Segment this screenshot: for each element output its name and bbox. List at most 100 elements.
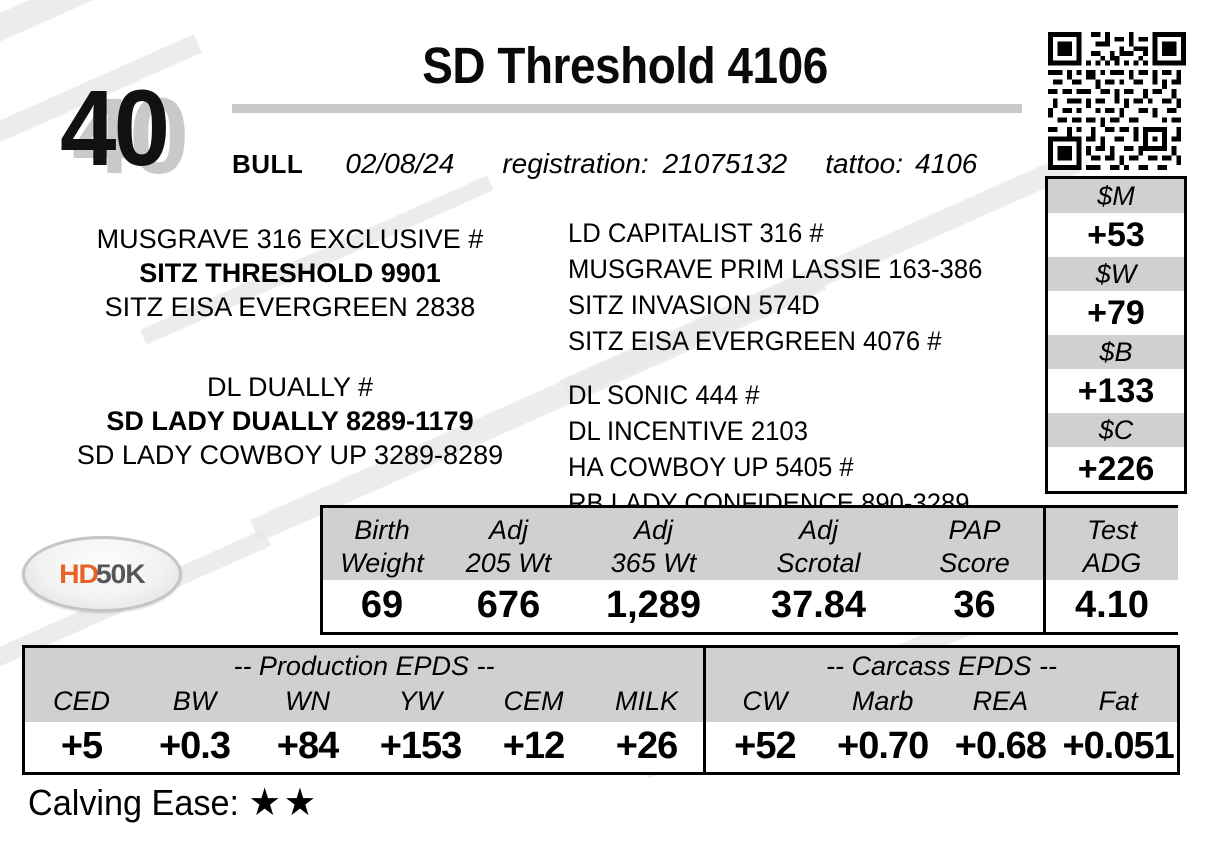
measurement-value: 36 <box>906 580 1043 632</box>
hd50k-logo: HD 50K <box>22 536 182 612</box>
measurement-value: 4.10 <box>1046 580 1178 632</box>
measurement-header: Test ADG <box>1046 508 1178 580</box>
dam-block: DL DUALLY # SD LADY DUALLY 8289-1179 SD … <box>40 370 540 472</box>
dam-great-ancestor: DL SONIC 444 # <box>568 380 760 410</box>
lot-number-shadow: 40 <box>72 75 189 196</box>
birth-date: 02/08/24 <box>345 148 455 179</box>
measurement-column-birth-weight: Birth Weight 69 <box>323 508 441 632</box>
calving-ease-label: Calving Ease: <box>28 781 240 823</box>
epd-value-fat: +0.051 <box>1062 725 1174 767</box>
production-epd-table: -- Production EPDS -- CED BW WN YW CEM M… <box>25 648 706 772</box>
epd-header-yw: YW <box>398 686 443 716</box>
measurement-header-line2: Weight <box>340 548 424 578</box>
epd-value-rea: +0.68 <box>954 725 1047 767</box>
measurement-header: Adj Scrotal <box>731 508 906 580</box>
sire-block: MUSGRAVE 316 EXCLUSIVE # SITZ THRESHOLD … <box>40 222 540 324</box>
tattoo-label: tattoo: <box>825 148 904 179</box>
epd-header-fat: Fat <box>1098 686 1138 716</box>
pedigree-ancestors-column: LD CAPITALIST 316 # MUSGRAVE PRIM LASSIE… <box>568 215 1038 521</box>
epd-header-rea: REA <box>972 686 1029 716</box>
measurement-value: 69 <box>323 580 441 632</box>
dollar-index-value: +79 <box>1048 291 1184 335</box>
dam-great-ancestor: HA COWBOY UP 5405 # <box>568 452 854 482</box>
dollar-index-value: +133 <box>1048 369 1184 413</box>
epd-header-ced: CED <box>52 686 110 716</box>
epd-header-milk: MILK <box>614 686 679 716</box>
measurement-value: 37.84 <box>731 580 906 632</box>
sire-great-ancestor: MUSGRAVE PRIM LASSIE 163-386 <box>568 254 983 284</box>
epd-value-cem: +12 <box>502 725 565 767</box>
production-epd-header-row: CED BW WN YW CEM MILK <box>25 684 703 722</box>
dollar-index-label: $B <box>1048 335 1184 369</box>
calving-ease-row: Calving Ease: ★★ <box>28 780 319 825</box>
epd-header-wn: WN <box>285 686 330 716</box>
epd-value-marb: +0.70 <box>837 725 929 767</box>
epd-header-cw: CW <box>742 686 788 716</box>
measurement-value: 676 <box>441 580 576 632</box>
measurements-table: Birth Weight 69 Adj 205 Wt 676 Adj 365 W… <box>320 505 1178 635</box>
carcass-epd-value-row: +52 +0.70 +0.68 +0.051 <box>706 722 1177 772</box>
measurement-header-line1: Adj <box>798 515 839 545</box>
measurement-header: PAP Score <box>906 508 1043 580</box>
epd-tables: -- Production EPDS -- CED BW WN YW CEM M… <box>22 645 1180 775</box>
dollar-index-label: $C <box>1048 413 1184 447</box>
dollar-index-value: +53 <box>1048 213 1184 257</box>
epd-value-wn: +84 <box>276 725 339 767</box>
animal-details-row: BULL 02/08/24 registration: 21075132 tat… <box>232 148 1032 186</box>
calving-ease-stars-icon: ★★ <box>248 782 319 824</box>
epd-value-bw: +0.3 <box>158 725 231 767</box>
sire-great-ancestor: SITZ EISA EVERGREEN 4076 # <box>568 326 942 356</box>
epd-value-cw: +52 <box>734 725 796 767</box>
animal-title: SD Threshold 4106 <box>422 37 828 94</box>
measurement-header: Adj 365 Wt <box>576 508 731 580</box>
sire-granddam: SITZ EISA EVERGREEN 2838 <box>104 292 476 322</box>
measurement-column-adj-365-wt: Adj 365 Wt 1,289 <box>576 508 731 632</box>
measurement-column-test-adg: Test ADG 4.10 <box>1043 508 1178 632</box>
measurement-header: Birth Weight <box>323 508 441 580</box>
registration-label: registration: <box>502 148 649 179</box>
dam-granddam: SD LADY COWBOY UP 3289-8289 <box>76 440 504 470</box>
sire-grandsire: MUSGRAVE 316 EXCLUSIVE # <box>96 224 484 254</box>
measurement-header-line2: Scrotal <box>776 548 861 578</box>
measurement-column-pap-score: PAP Score 36 <box>906 508 1043 632</box>
registration-value: 21075132 <box>662 148 788 179</box>
dam-great-ancestor: DL INCENTIVE 2103 <box>568 416 808 446</box>
measurements-main-group: Birth Weight 69 Adj 205 Wt 676 Adj 365 W… <box>323 508 1043 632</box>
measurement-header-line2: 365 Wt <box>610 548 697 578</box>
production-epd-title: -- Production EPDS -- <box>25 648 703 684</box>
measurement-header-line1: Test <box>1086 515 1138 545</box>
epd-value-yw: +153 <box>379 725 463 767</box>
tattoo-value: 4106 <box>915 148 978 179</box>
epd-header-cem: CEM <box>503 686 564 716</box>
pedigree-primary-column: MUSGRAVE 316 EXCLUSIVE # SITZ THRESHOLD … <box>40 222 540 472</box>
dam-name: SD LADY DUALLY 8289-1179 <box>106 406 474 436</box>
epd-header-marb: Marb <box>851 686 914 716</box>
measurement-header-line1: Adj <box>488 515 529 545</box>
lot-number: 40 <box>60 67 170 188</box>
measurement-header-line1: Adj <box>633 515 674 545</box>
measurement-header-line2: ADG <box>1082 548 1142 578</box>
dollar-index-table: $M +53 $W +79 $B +133 $C +226 <box>1045 176 1187 494</box>
qr-code-icon[interactable] <box>1048 32 1186 170</box>
measurement-header: Adj 205 Wt <box>441 508 576 580</box>
epd-value-ced: +5 <box>60 725 103 767</box>
measurement-column-adj-205-wt: Adj 205 Wt 676 <box>441 508 576 632</box>
carcass-epd-table: -- Carcass EPDS -- CW Marb REA Fat +52 +… <box>706 648 1177 772</box>
sire-great-ancestor: LD CAPITALIST 316 # <box>568 218 824 248</box>
carcass-epd-title: -- Carcass EPDS -- <box>706 648 1177 684</box>
measurement-header-line1: PAP <box>948 515 1001 545</box>
hd50k-logo-part1: HD <box>59 558 99 589</box>
sire-name: SITZ THRESHOLD 9901 <box>139 258 441 288</box>
epd-value-milk: +26 <box>615 725 678 767</box>
dollar-index-label: $W <box>1048 257 1184 291</box>
production-epd-value-row: +5 +0.3 +84 +153 +12 +26 <box>25 722 703 772</box>
dollar-index-label: $M <box>1048 179 1184 213</box>
measurement-header-line2: Score <box>939 548 1010 578</box>
measurement-column-adj-scrotal: Adj Scrotal 37.84 <box>731 508 906 632</box>
measurement-header-line2: 205 Wt <box>465 548 552 578</box>
measurement-header-line1: Birth <box>354 515 410 545</box>
measurement-value: 1,289 <box>576 580 731 632</box>
epd-header-bw: BW <box>172 686 217 716</box>
hd50k-logo-part2: 50K <box>96 558 146 589</box>
